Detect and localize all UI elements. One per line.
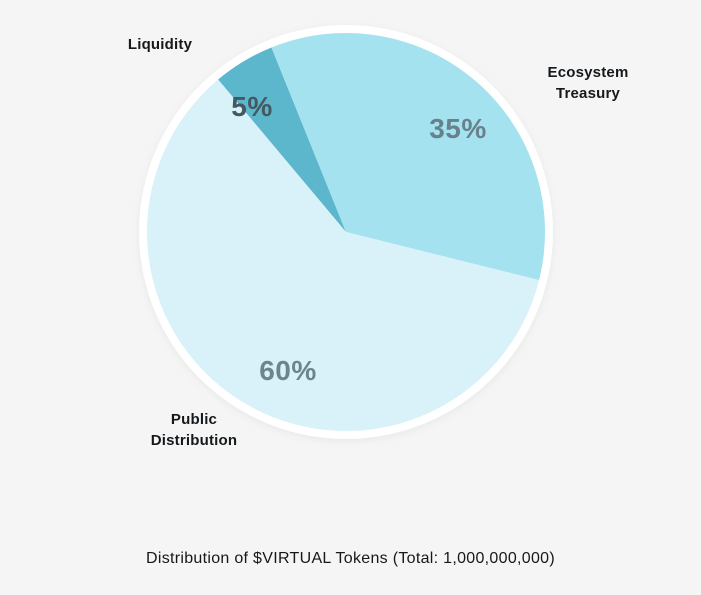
slice-percent-liquidity: 5%	[231, 91, 273, 122]
pie-slice-liquidity	[218, 47, 346, 233]
slice-percent-ecosystem-treasury: 35%	[429, 113, 487, 144]
pie-slices	[146, 32, 546, 432]
chart-title: Distribution of $VIRTUAL Tokens (Total: …	[145, 550, 555, 567]
slice-label-ecosystem-treasury: Ecosystem Treasury	[547, 64, 629, 102]
slice-label-public-distribution: Public Distribution	[150, 411, 238, 449]
pie-slice-public-distribution	[146, 79, 540, 432]
slice-label-liquidity: Liquidity	[127, 36, 193, 53]
slice-percent-public-distribution: 60%	[259, 355, 317, 386]
pie-chart	[139, 25, 553, 439]
pie-slice-ecosystem-treasury	[271, 32, 546, 281]
